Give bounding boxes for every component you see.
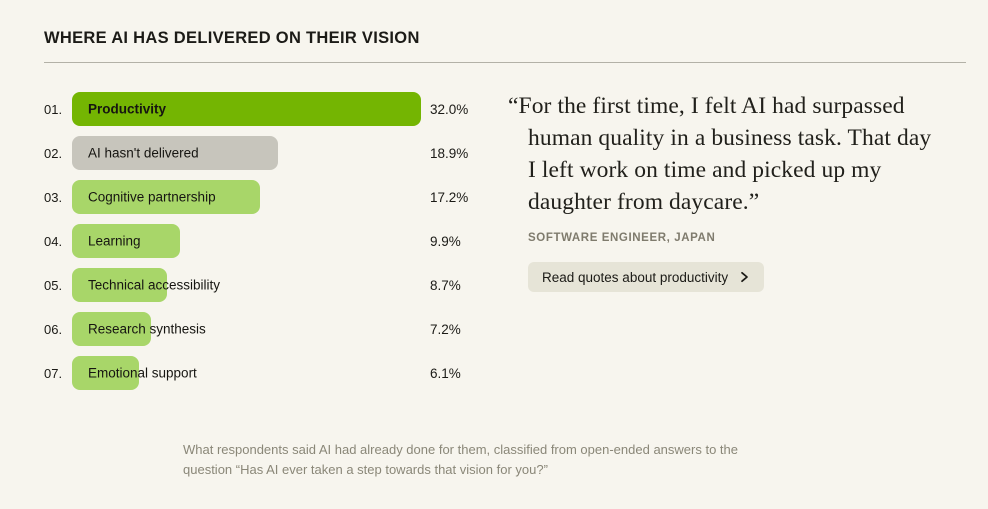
bar-value-label: 9.9%	[430, 233, 461, 249]
rank-label: 07.	[44, 365, 63, 381]
bar[interactable]	[72, 268, 167, 302]
read-quotes-button[interactable]: Read quotes about productivity	[528, 262, 765, 292]
rank-label: 05.	[44, 277, 63, 293]
title-divider	[44, 62, 966, 63]
bar-value-label: 6.1%	[430, 365, 461, 381]
bar[interactable]	[72, 92, 421, 126]
bar-track: Emotional support	[72, 356, 430, 390]
chart-row[interactable]: 07. Emotional support 6.1%	[44, 356, 474, 390]
bar[interactable]	[72, 224, 180, 258]
bar-track: AI hasn't delivered	[72, 136, 430, 170]
bar-track: Technical accessibility	[72, 268, 430, 302]
chart-row[interactable]: 03. Cognitive partnership 17.2%	[44, 180, 474, 214]
footnote-line: What respondents said AI had already don…	[183, 442, 738, 457]
quote-text-line: daughter from daycare.”	[528, 189, 760, 215]
bar-chart: 01. Productivity 32.0% 02. AI hasn't del…	[44, 92, 474, 400]
chart-row[interactable]: 05. Technical accessibility 8.7%	[44, 268, 474, 302]
section-title: WHERE AI HAS DELIVERED ON THEIR VISION	[44, 29, 420, 47]
bar-category-label: Emotional support	[88, 365, 197, 381]
footnote-line: question “Has AI ever taken a step towar…	[183, 461, 548, 477]
bar-track: Research synthesis	[72, 312, 430, 346]
bar-track: Learning	[72, 224, 430, 258]
chevron-right-icon	[738, 271, 750, 283]
rank-label: 06.	[44, 321, 63, 337]
quote-text-line: “For the first time, I felt AI had surpa…	[508, 93, 905, 119]
read-quotes-button-label: Read quotes about productivity	[542, 269, 729, 285]
quote-attribution: SOFTWARE ENGINEER, JAPAN	[528, 232, 716, 244]
chart-row[interactable]: 01. Productivity 32.0%	[44, 92, 474, 126]
bar-value-label: 18.9%	[430, 145, 469, 161]
bar-value-label: 8.7%	[430, 277, 461, 293]
bar[interactable]	[72, 312, 151, 346]
bar-category-label: Cognitive partnership	[88, 189, 216, 205]
bar-category-label: Learning	[88, 233, 141, 249]
chart-row[interactable]: 02. AI hasn't delivered 18.9%	[44, 136, 474, 170]
bar-value-label: 7.2%	[430, 321, 461, 337]
bar-track: Productivity	[72, 92, 430, 126]
bar-category-label: Productivity	[88, 101, 167, 117]
bar-value-label: 32.0%	[430, 101, 469, 117]
bar-value-label: 17.2%	[430, 189, 469, 205]
bar-category-label: AI hasn't delivered	[88, 145, 199, 161]
bar[interactable]	[72, 136, 278, 170]
bar-category-label: Research synthesis	[88, 321, 206, 337]
bar[interactable]	[72, 356, 139, 390]
bar-category-label: Technical accessibility	[88, 277, 221, 293]
chart-row[interactable]: 06. Research synthesis 7.2%	[44, 312, 474, 346]
bar-track: Cognitive partnership	[72, 180, 430, 214]
rank-label: 02.	[44, 145, 63, 161]
quote-block: “For the first time, I felt AI had surpa…	[508, 90, 952, 292]
chart-footnote: What respondents said AI had already don…	[183, 440, 823, 479]
quote-text-line: I left work on time and picked up my	[528, 157, 882, 183]
rank-label: 03.	[44, 189, 63, 205]
quote-text-line: human quality in a business task. That d…	[528, 125, 932, 151]
rank-label: 04.	[44, 233, 63, 249]
rank-label: 01.	[44, 101, 63, 117]
bar[interactable]	[72, 180, 260, 214]
chart-row[interactable]: 04. Learning 9.9%	[44, 224, 474, 258]
